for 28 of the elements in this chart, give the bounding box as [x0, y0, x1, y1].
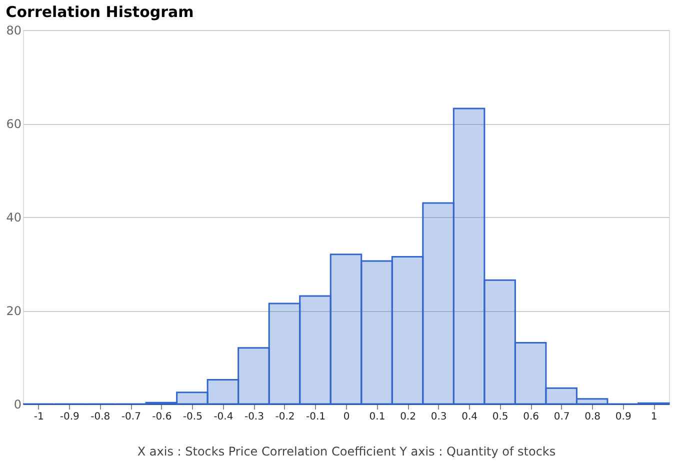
x-tick-label: 0.2 [400, 412, 416, 422]
x-tick-label: -0.6 [152, 412, 172, 422]
x-tick-label: 0.3 [430, 412, 447, 422]
x-tick-label: -0.1 [306, 412, 326, 422]
x-axis-title: X axis : Stocks Price Correlation Coefficient Y axis : Quantity of stocks [137, 444, 556, 458]
x-tick-label: 0.1 [369, 412, 386, 422]
y-tick-label: 0 [14, 398, 22, 412]
x-tick-label: -0.9 [60, 412, 80, 422]
x-tick-label: 0.7 [554, 412, 570, 422]
x-tick-label: 1 [650, 412, 658, 422]
x-tick-label: 0 [343, 412, 350, 422]
x-tick-label: -0.8 [90, 412, 110, 422]
chart-title: Correlation Histogram [6, 3, 194, 21]
x-tick-label: -0.3 [244, 412, 264, 422]
y-tick-label: 20 [6, 304, 22, 318]
x-tick-label: -0.7 [121, 412, 141, 422]
x-tick-label: 0.5 [492, 412, 508, 422]
x-tick-label: -0.2 [275, 412, 295, 422]
x-tick-label: 0.9 [615, 412, 632, 422]
x-tick-label: 0.8 [584, 412, 601, 422]
y-tick-label: 80 [6, 24, 22, 38]
x-tick-label: 0.6 [523, 412, 540, 422]
x-tick-label: 0.4 [462, 412, 478, 422]
y-tick-label: 40 [6, 210, 22, 224]
y-tick-label: 60 [6, 117, 22, 131]
x-tick-label: -0.4 [214, 412, 234, 422]
x-tick-label: -1 [34, 412, 44, 422]
x-tick-label: -0.5 [182, 412, 202, 422]
